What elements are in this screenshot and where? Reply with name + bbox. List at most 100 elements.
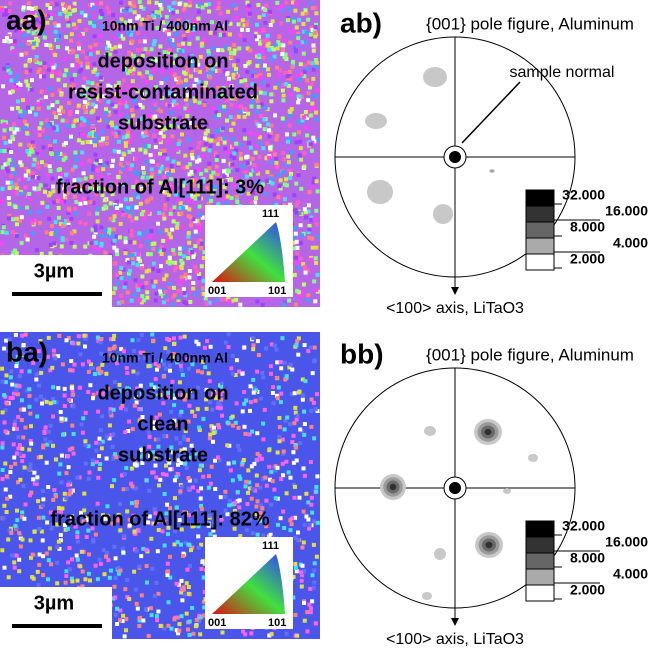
grain [263,8,267,12]
grain [205,339,209,343]
grain [28,394,32,398]
grain [234,142,238,146]
grain [40,160,44,164]
grain [295,261,299,265]
grain [56,199,60,203]
grain [75,530,79,534]
grain [99,142,103,146]
grain [123,430,127,434]
grain [312,569,316,573]
grain [258,15,262,19]
grain [125,487,129,491]
grain [154,298,158,302]
pole-density [367,180,393,204]
grain [238,477,242,481]
grain [297,266,301,270]
grain [115,607,119,611]
grain [182,291,186,295]
grain [119,204,123,208]
grain [251,487,255,491]
grain [217,6,221,10]
axis-caption: <100> axis, LiTaO3 [386,300,524,317]
grain [108,423,112,427]
grain [145,581,149,585]
grain [266,67,270,71]
grain [236,59,240,63]
grain [295,246,299,250]
grain [50,74,54,78]
grain [198,141,202,145]
grain [130,39,134,43]
grain [45,119,49,123]
grain [69,135,73,139]
grain [3,128,7,132]
grain [247,141,251,145]
grain [211,134,215,138]
grain [188,564,192,568]
grain [200,370,204,374]
grain [103,198,107,202]
grain [171,248,175,252]
grain [16,446,20,450]
grain [215,298,219,302]
grain [73,151,77,155]
grain [115,273,119,277]
grain [130,205,134,209]
grain [199,486,203,490]
grain [312,49,316,53]
grain [75,535,79,539]
grain [147,489,151,493]
grain [45,521,49,525]
grain [243,38,247,42]
grain [13,423,17,427]
grain [118,502,122,506]
grain [313,34,317,38]
grain [121,550,125,554]
axis-arrow [451,287,459,295]
grain [99,1,103,5]
grain [232,43,236,47]
grain [18,478,22,482]
grain [73,73,77,77]
grain [25,131,29,135]
grain [235,358,239,362]
grain [251,347,255,351]
grain [309,460,313,464]
grain [187,231,191,235]
grain [19,114,23,118]
grain [254,399,258,403]
grain [193,265,197,269]
grain [274,348,278,352]
grain [163,492,167,496]
grain [46,577,50,581]
grain [80,11,84,15]
grain [73,165,77,169]
grain [83,201,87,205]
grain [64,68,68,72]
grain [234,298,238,302]
grain [150,567,154,571]
grain [108,576,112,580]
grain [108,228,112,232]
grain [71,341,75,345]
grain [304,379,308,383]
grain [231,415,235,419]
grain [154,139,158,143]
grain [178,252,182,256]
grain [37,516,41,520]
grain [273,153,277,157]
grain [140,333,144,337]
grain [313,561,317,565]
grain [145,564,149,568]
grain [167,600,171,604]
grain [281,117,285,121]
grain [295,459,299,463]
grain [151,339,155,343]
grain [288,518,292,522]
grain [9,39,13,43]
grain [94,533,98,537]
grain [0,8,4,12]
pole-title: {001} pole figure, Aluminum [426,345,634,364]
grain [19,43,23,47]
grain [41,497,45,501]
